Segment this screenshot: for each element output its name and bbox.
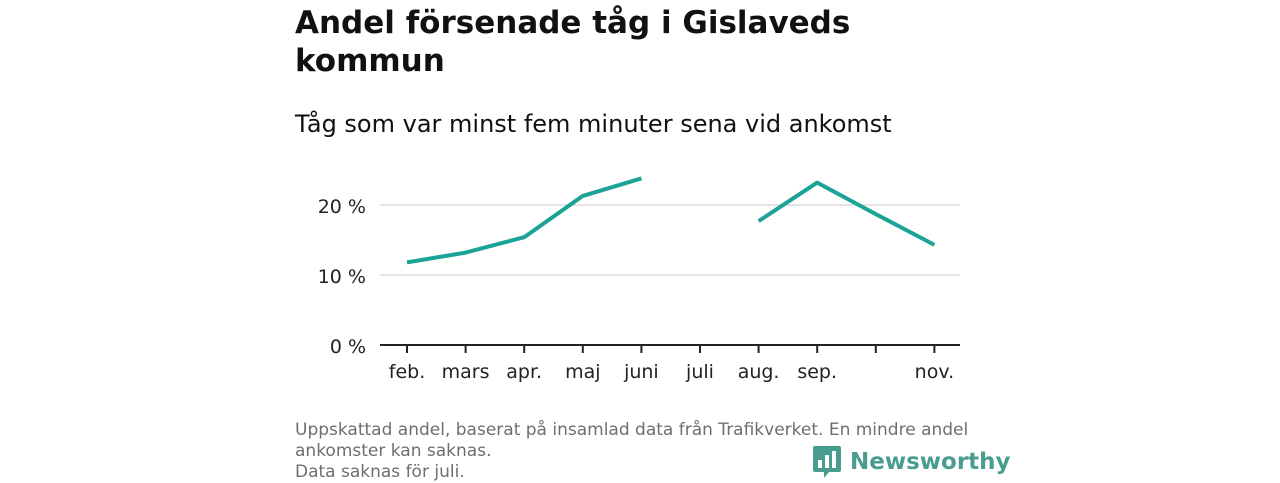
x-tick-label-6: aug. [738, 361, 780, 383]
x-tick-label-2: apr. [506, 361, 542, 383]
x-tick-label-1: mars [442, 361, 490, 383]
x-tick-label-0: feb. [389, 361, 425, 383]
x-axis [380, 344, 960, 353]
series-0-line-segment-1 [757, 180, 936, 247]
footnote-missing-data: Data saknas för juli. [295, 462, 465, 482]
chart-subtitle: Tåg som var minst fem minuter sena vid a… [295, 110, 892, 138]
x-tick-label-7: sep. [797, 361, 837, 383]
y-tick-label-0: 0 % [330, 336, 366, 358]
series-0-line-segment-0 [406, 176, 642, 265]
brand: Newsworthy [812, 444, 1011, 480]
grid-lines [380, 204, 960, 276]
x-tick-label-9: nov. [915, 361, 954, 383]
x-tick-label-5: juli [685, 361, 714, 383]
x-tick-label-3: maj [565, 361, 600, 383]
series-lines [406, 176, 936, 265]
newsworthy-logo-icon [813, 446, 841, 478]
y-tick-label-1: 10 % [318, 266, 366, 288]
y-tick-label-2: 20 % [318, 196, 366, 218]
y-axis-tick-labels: 0 % 10 % 20 % [318, 196, 366, 358]
footnote-source: Uppskattad andel, baserat på insamlad da… [295, 420, 969, 461]
x-tick-label-4: juni [623, 361, 659, 383]
chart-title: Andel försenade tåg i Gislaveds kommun [295, 5, 851, 79]
x-axis-tick-labels: feb. mars apr. maj juni juli aug. sep. nov. [389, 361, 954, 383]
footnote: Uppskattad andel, baserat på insamlad da… [295, 420, 985, 483]
brand-name: Newsworthy [850, 449, 1011, 475]
